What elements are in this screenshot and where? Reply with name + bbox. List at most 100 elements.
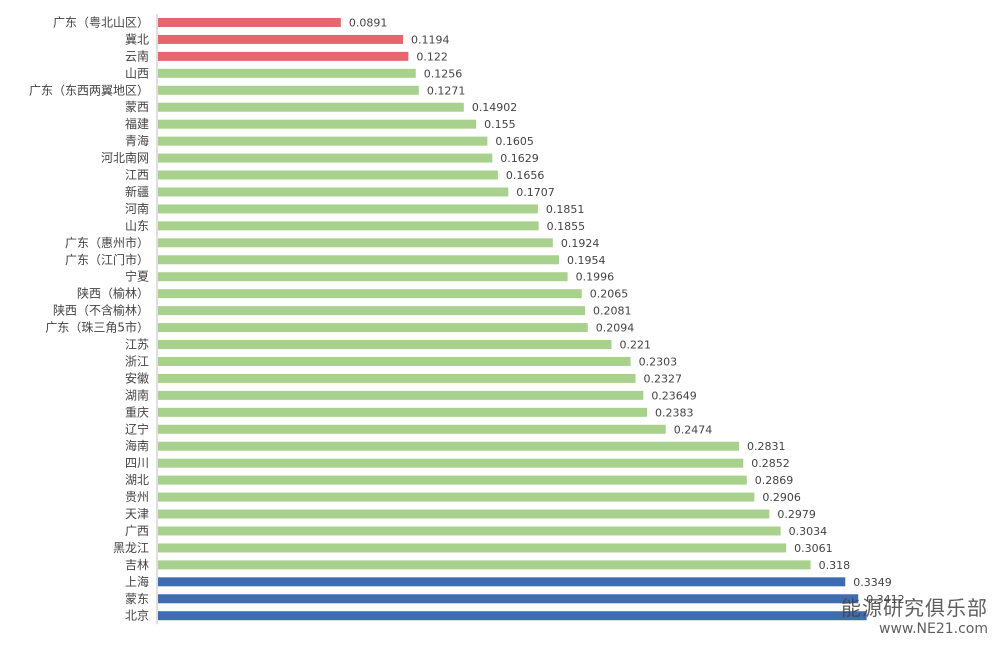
value-label: 0.2869 — [755, 474, 794, 487]
value-label: 0.3034 — [789, 525, 828, 538]
value-label: 0.1924 — [561, 237, 600, 250]
value-label: 0.318 — [819, 559, 851, 572]
category-label: 蒙西 — [125, 100, 149, 114]
bar — [158, 373, 636, 383]
bar — [158, 153, 493, 163]
watermark-line1: 能源研究俱乐部 — [841, 596, 988, 620]
category-label: 广东（江门市） — [65, 252, 149, 267]
bar — [158, 441, 739, 451]
value-label: 0.2979 — [777, 508, 816, 521]
value-label: 0.2383 — [655, 406, 694, 419]
value-label: 0.1954 — [567, 254, 606, 267]
bar — [158, 323, 588, 333]
category-label: 广东（珠三角5市） — [45, 320, 149, 335]
value-label: 0.2831 — [747, 440, 786, 453]
bar — [158, 577, 846, 587]
bar — [158, 51, 409, 61]
value-label: 0.2327 — [644, 372, 683, 385]
value-label: 0.1996 — [576, 271, 615, 284]
value-label: 0.1271 — [427, 84, 466, 97]
category-label: 贵州 — [125, 490, 149, 504]
bar — [158, 543, 787, 553]
bar — [158, 204, 538, 214]
category-label: 安徽 — [125, 370, 149, 385]
bar — [158, 102, 464, 112]
value-label: 0.2852 — [751, 457, 790, 470]
category-label: 上海 — [125, 574, 149, 589]
category-label: 福建 — [125, 116, 149, 131]
bar — [158, 187, 509, 197]
category-label: 江西 — [125, 168, 149, 182]
bar — [158, 407, 648, 417]
value-label: 0.2065 — [590, 288, 629, 301]
bar — [158, 356, 631, 366]
category-label: 广东（粤北山区） — [53, 14, 149, 29]
bar — [158, 170, 498, 180]
value-label: 0.1629 — [500, 152, 539, 165]
category-label: 江苏 — [125, 338, 149, 352]
bar — [158, 611, 867, 621]
bar — [158, 492, 755, 502]
value-label: 0.1851 — [546, 203, 585, 216]
bar — [158, 136, 488, 146]
value-label: 0.221 — [620, 339, 652, 352]
category-label: 黑龙江 — [113, 541, 149, 555]
category-label: 湖南 — [125, 387, 149, 402]
category-label: 广东（惠州市） — [65, 235, 149, 250]
bar — [158, 34, 404, 44]
bar — [158, 238, 553, 248]
category-label: 冀北 — [125, 32, 149, 46]
value-label: 0.2094 — [596, 322, 635, 335]
watermark: 能源研究俱乐部 www.NE21.com — [841, 592, 988, 637]
category-label: 海南 — [125, 438, 149, 453]
value-label: 0.1656 — [506, 169, 544, 182]
value-label: 0.1855 — [547, 220, 586, 233]
category-label: 北京 — [125, 609, 149, 623]
category-label: 吉林 — [125, 558, 149, 572]
bar — [158, 340, 612, 350]
bar — [158, 475, 747, 485]
value-label: 0.155 — [484, 118, 515, 131]
value-label: 0.2906 — [762, 491, 801, 504]
bar — [158, 458, 744, 468]
bar — [158, 119, 477, 129]
category-label: 陕西（榆林） — [77, 286, 149, 301]
value-label: 0.2303 — [639, 355, 678, 368]
category-label: 重庆 — [125, 405, 149, 419]
value-label: 0.2081 — [593, 305, 632, 318]
category-label: 天津 — [125, 507, 149, 521]
category-label: 湖北 — [125, 472, 149, 487]
bar — [158, 526, 781, 536]
watermark-line2: www.NE21.com — [879, 621, 988, 637]
category-label: 四川 — [125, 456, 149, 470]
bar — [158, 390, 644, 400]
value-label: 0.14902 — [472, 101, 518, 114]
category-label: 青海 — [125, 133, 149, 148]
value-label: 0.1707 — [516, 186, 555, 199]
value-label: 0.23649 — [651, 389, 697, 402]
category-label: 蒙东 — [125, 592, 149, 606]
category-label: 河北南网 — [101, 150, 149, 165]
bar — [158, 509, 770, 519]
category-label: 山东 — [125, 219, 149, 233]
bar — [158, 594, 859, 604]
category-label: 新疆 — [125, 184, 149, 199]
bar — [158, 424, 666, 434]
category-label: 山西 — [125, 66, 149, 80]
category-label: 陕西（不含榆林） — [53, 303, 149, 318]
value-label: 0.3061 — [794, 542, 833, 555]
value-label: 0.1605 — [495, 135, 534, 148]
value-label: 0.122 — [416, 50, 448, 63]
category-label: 广西 — [125, 524, 149, 538]
bar — [158, 221, 539, 231]
value-label: 0.1194 — [411, 33, 450, 46]
value-label: 0.0891 — [349, 16, 388, 29]
bar — [158, 306, 586, 316]
category-label: 浙江 — [125, 354, 149, 368]
bar — [158, 17, 341, 27]
bar — [158, 68, 416, 78]
category-label: 云南 — [125, 48, 149, 63]
bar — [158, 289, 582, 299]
value-label: 0.3412 — [866, 593, 905, 606]
